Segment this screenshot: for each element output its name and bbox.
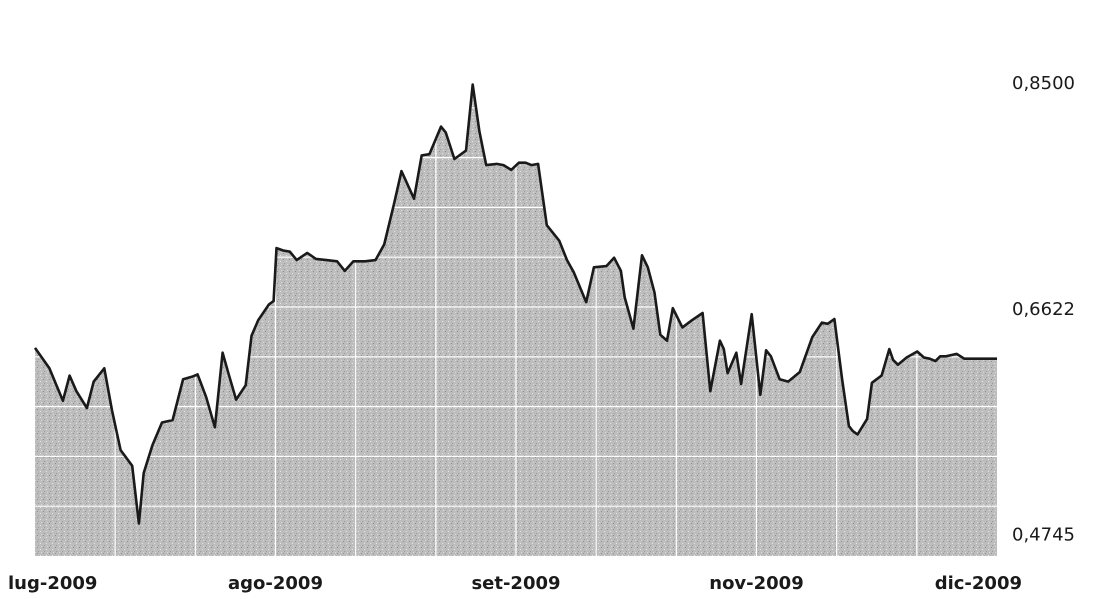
- x-tick-label: ago-2009: [228, 573, 323, 594]
- area-above-curve: [35, 53, 1002, 524]
- y-tick-label: 0,8500: [1012, 73, 1075, 94]
- x-axis-ticks: lug-2009 ago-2009 set-2009 nov-2009 dic-2009: [8, 573, 1022, 594]
- series-line: [33, 83, 997, 525]
- y-tick-label: 0,6622: [1012, 299, 1075, 320]
- x-tick-label: dic-2009: [935, 573, 1022, 594]
- y-axis-ticks: 0,8500 0,6622 0,4745: [1012, 73, 1075, 546]
- series-line-layer: [33, 83, 997, 525]
- y-tick-label: 0,4745: [1012, 525, 1075, 546]
- x-tick-label: lug-2009: [8, 573, 97, 594]
- x-tick-label: set-2009: [471, 573, 560, 594]
- x-tick-label: nov-2009: [709, 573, 803, 594]
